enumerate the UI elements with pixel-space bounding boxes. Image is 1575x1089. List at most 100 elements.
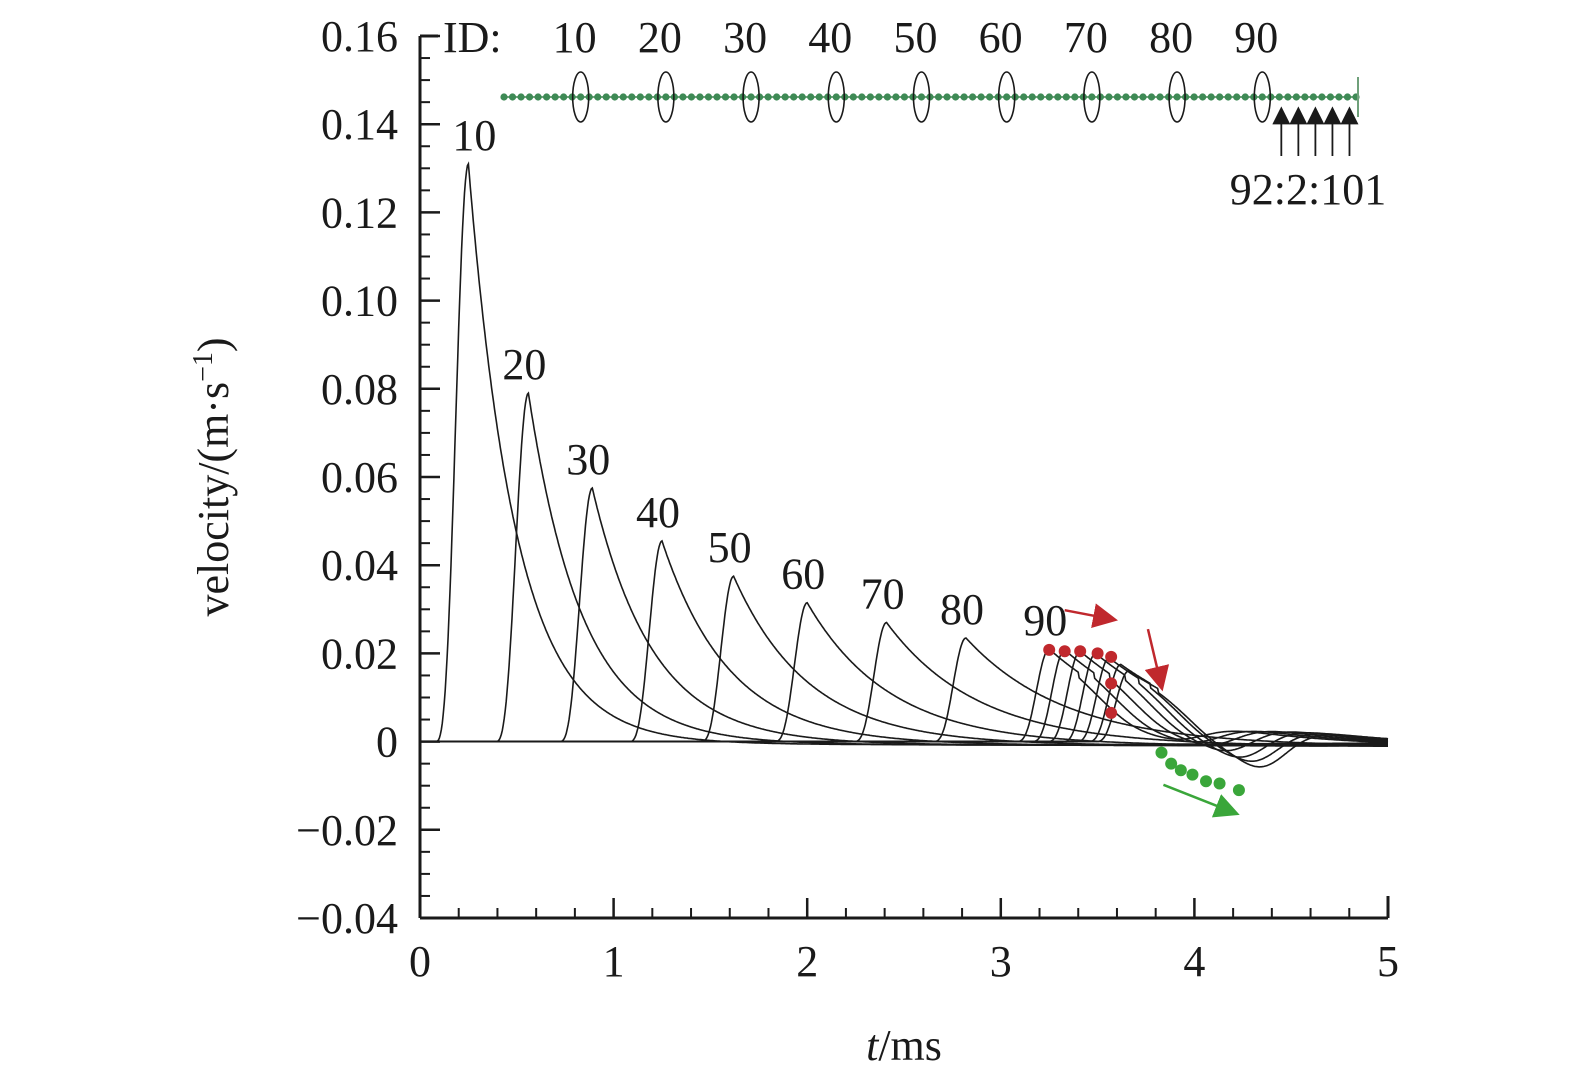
chain-node [1071, 93, 1079, 101]
chain-node [1037, 93, 1045, 101]
chain-node [517, 93, 525, 101]
id-label-60: 60 [979, 13, 1023, 62]
chain-node [1088, 93, 1096, 101]
red-marker [1058, 645, 1071, 658]
velocity-curve-80 [420, 637, 1388, 746]
id-label-30: 30 [723, 13, 767, 62]
chain-node [1335, 93, 1343, 101]
chain-node [747, 93, 755, 101]
chain-node [1326, 93, 1335, 101]
green-marker [1200, 775, 1213, 788]
chain-node [551, 93, 559, 101]
id-label-90: 90 [1234, 13, 1278, 62]
chain-node [1207, 93, 1215, 101]
chain-node [764, 93, 772, 101]
chain-node [1190, 93, 1198, 101]
chain-node [1224, 93, 1232, 101]
peak-label-90: 90 [1023, 596, 1067, 645]
y-tick-label: −0.02 [296, 806, 398, 855]
peak-label-60: 60 [781, 550, 825, 599]
id-ring-20 [657, 71, 675, 123]
chain-node [883, 93, 892, 101]
chain-node [525, 93, 534, 101]
green-marker [1213, 777, 1226, 790]
green-marker [1155, 746, 1168, 759]
red-marker [1105, 677, 1118, 690]
chain-node [619, 93, 627, 101]
chain-node [960, 93, 968, 101]
red-arrow-right [1064, 603, 1118, 628]
x-tick-label: 2 [796, 937, 818, 986]
chain-node [1054, 93, 1062, 101]
green-marker [1232, 784, 1245, 797]
peak-label-80: 80 [940, 585, 984, 634]
y-tick-label: 0.16 [321, 12, 398, 61]
id-ring-80 [1168, 71, 1186, 123]
id-ring-90 [1253, 71, 1272, 123]
chain-node [986, 93, 994, 101]
y-tick-label: 0.02 [321, 629, 398, 678]
chain-node [1275, 93, 1283, 101]
chain-node [943, 93, 951, 101]
id-ring-60 [997, 71, 1016, 123]
y-tick-label: 0.14 [321, 100, 398, 149]
chain-node [1318, 93, 1326, 101]
green-marker [1186, 768, 1199, 781]
chain-node [1156, 93, 1164, 101]
chain-node [662, 93, 670, 101]
x-axis-title: t/ms [866, 1021, 942, 1070]
chain-node [1309, 93, 1317, 101]
chain-node [1003, 93, 1011, 101]
chain-node [1173, 93, 1181, 101]
chain-node [636, 93, 644, 101]
chain-node [1258, 93, 1266, 101]
chain-node [1020, 93, 1028, 101]
chain-node [1113, 93, 1122, 101]
x-tick-label: 0 [409, 937, 431, 986]
chain-node [500, 93, 508, 101]
y-tick-label: 0.04 [321, 541, 398, 590]
y-tick-label: 0 [376, 718, 398, 767]
y-tick-label: −0.04 [296, 894, 398, 943]
chain-node [1292, 93, 1300, 101]
chain-node [1028, 93, 1036, 101]
red-marker [1074, 645, 1087, 658]
particle-chain-inset: ID: 10 20 30 40 50 60 70 80 90 92:2:101 [443, 13, 1386, 214]
chain-node [790, 93, 798, 101]
peak-label-10: 10 [452, 111, 496, 160]
y-tick-label: 0.06 [321, 453, 398, 502]
y-tick-label: 0.10 [321, 277, 398, 326]
chain-node [1301, 93, 1309, 101]
peak-label-70: 70 [861, 570, 905, 619]
chain-node [721, 93, 730, 101]
chain-node [773, 93, 781, 101]
chain-node [730, 93, 738, 101]
chain-node [807, 93, 815, 101]
chain-node [628, 93, 636, 101]
chain-node [866, 93, 874, 101]
chain-node [798, 93, 806, 101]
chain-node [645, 93, 653, 101]
chain-node [1233, 93, 1241, 101]
id-prefix-label: ID: [443, 13, 502, 62]
green-marker [1165, 757, 1178, 770]
chain-node [1105, 93, 1113, 101]
id-ring-10 [571, 71, 590, 123]
chain-node [679, 93, 687, 101]
velocity-curve-90 [420, 648, 1389, 744]
range-label: 92:2:101 [1230, 165, 1386, 214]
chain-node [602, 93, 610, 101]
red-arrow-down [1144, 628, 1170, 692]
id-ring-70 [1083, 71, 1101, 123]
chain-node [508, 93, 517, 101]
chain-node [560, 93, 568, 101]
y-tick-label: 0.12 [321, 188, 398, 237]
x-tick-label: 4 [1183, 937, 1205, 986]
chain-node [1122, 93, 1130, 101]
id-ring-50 [912, 71, 931, 123]
chain-node [1139, 93, 1147, 101]
chain-node [1284, 93, 1292, 101]
green-arrow [1162, 783, 1240, 818]
chain-node [1241, 93, 1249, 101]
